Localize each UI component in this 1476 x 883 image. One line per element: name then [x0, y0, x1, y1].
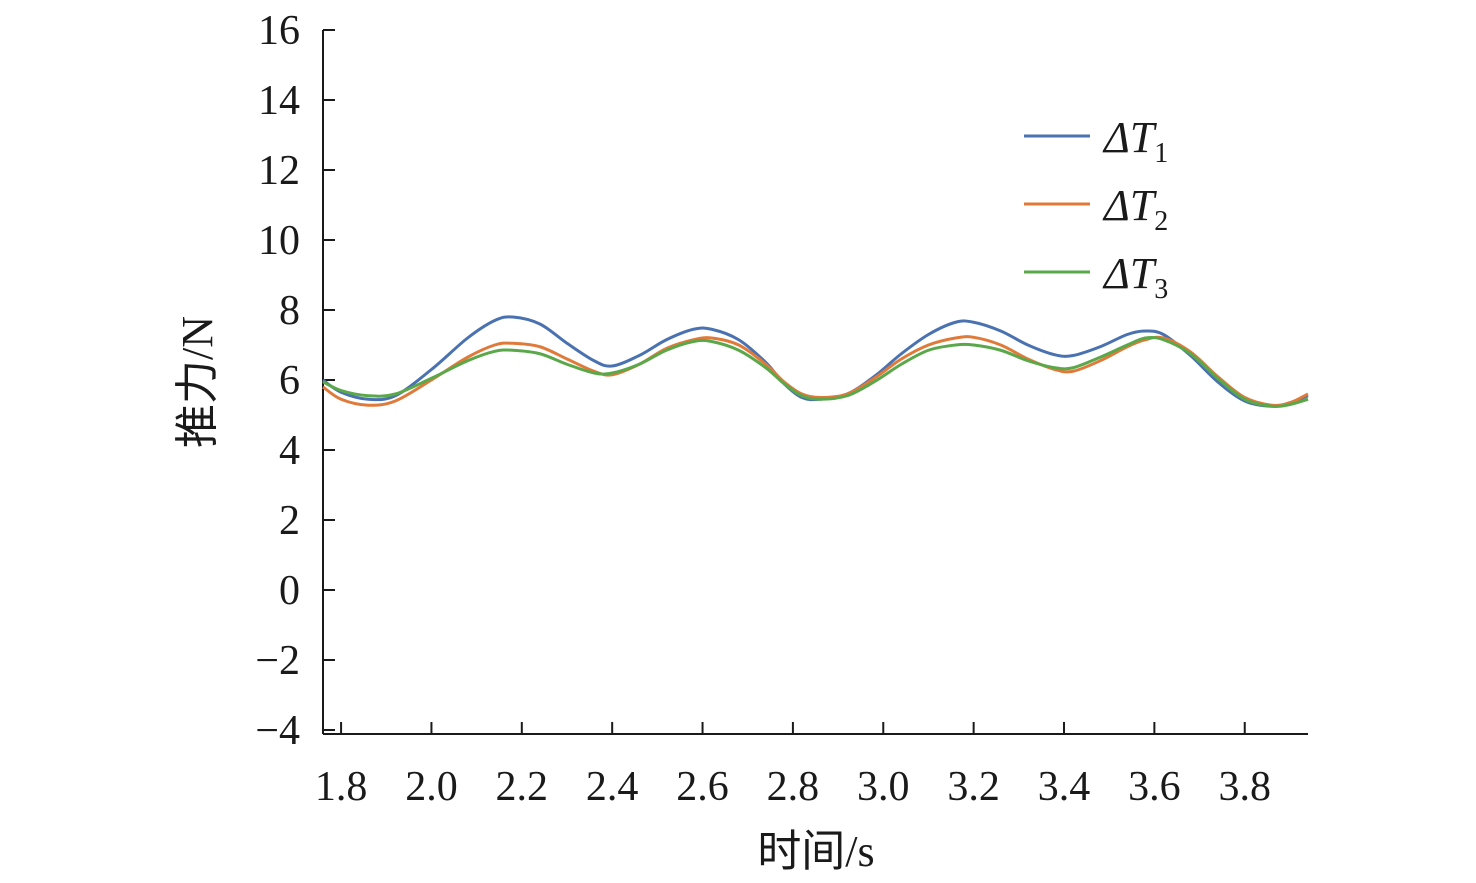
y-tick-label: 14: [258, 78, 300, 124]
y-tick-label: −4: [255, 708, 300, 754]
series-lines: [322, 315, 1309, 409]
y-tick-label: 0: [279, 568, 300, 614]
y-tick-label: 12: [258, 148, 300, 194]
legend-label-1: ΔT1: [1102, 113, 1168, 169]
x-tick-label: 2.0: [405, 764, 458, 810]
y-tick-label: −2: [255, 638, 300, 684]
x-tick-label: 3.2: [947, 764, 1000, 810]
legend-sub-1: 1: [1154, 138, 1168, 169]
x-tick-label: 2.2: [496, 764, 549, 810]
x-tick-label: 3.6: [1128, 764, 1181, 810]
x-tick-label: 3.0: [857, 764, 910, 810]
y-axis-label: 推力/N: [173, 316, 222, 448]
series-line-1: [322, 315, 1309, 408]
y-tick-label: 10: [258, 218, 300, 264]
x-tick-label: 3.8: [1218, 764, 1271, 810]
y-ticks: 16 14 12 10 8 6 4 2 0 −2 −4: [255, 8, 335, 754]
series-line-2: [322, 335, 1309, 407]
x-tick-label: 1.8: [315, 764, 368, 810]
x-tick-label: 2.8: [767, 764, 820, 810]
x-axis-label: 时间/s: [757, 827, 874, 876]
legend-main-3: ΔT: [1102, 249, 1158, 298]
y-tick-label: 2: [279, 498, 300, 544]
y-tick-label: 4: [279, 428, 300, 474]
x-tick-label: 2.4: [586, 764, 639, 810]
legend-main-1: ΔT: [1102, 113, 1158, 162]
series-line-3: [322, 335, 1309, 409]
legend-sub-2: 2: [1154, 206, 1168, 237]
legend-main-2: ΔT: [1102, 181, 1158, 230]
x-tick-label: 3.4: [1038, 764, 1091, 810]
y-tick-label: 6: [279, 358, 300, 404]
x-tick-label: 2.6: [676, 764, 729, 810]
legend-label-3: ΔT3: [1102, 249, 1168, 305]
y-tick-label: 16: [258, 8, 300, 54]
y-tick-label: 8: [279, 288, 300, 334]
x-ticks: 1.8 2.0 2.2 2.4 2.6 2.8 3.0 3.2 3.4 3.6 3.8: [315, 722, 1271, 810]
legend-sub-3: 3: [1154, 274, 1168, 305]
legend-label-2: ΔT2: [1102, 181, 1168, 237]
